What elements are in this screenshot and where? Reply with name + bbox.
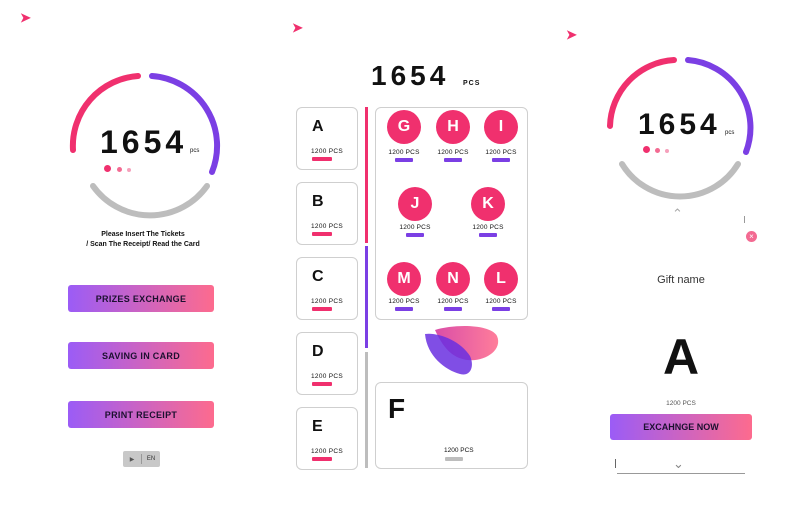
indicator-dot <box>643 146 650 153</box>
count-unit: pcs <box>725 130 735 136</box>
category-card-e[interactable]: E 1200 PCS <box>296 407 358 470</box>
scroll-up-icon[interactable]: ⌃ <box>672 206 683 221</box>
item-j[interactable]: J <box>398 187 432 221</box>
ticket-count: 1654 <box>371 60 450 91</box>
category-pcs: 1200 PCS <box>311 223 344 230</box>
item-pcs: 1200 PCS <box>444 447 474 454</box>
item-tag <box>444 158 462 162</box>
item-tag <box>492 307 510 311</box>
item-m[interactable]: M <box>387 262 421 296</box>
indicator-dot <box>117 167 122 172</box>
category-letter: D <box>312 343 324 360</box>
print-receipt-button[interactable]: PRINT RECEIPT <box>68 401 214 428</box>
scroll-indicator-purple <box>365 246 368 348</box>
gift-letter: A <box>662 329 700 385</box>
instruction-line-1: Please Insert The Tickets <box>101 231 185 238</box>
category-card-d[interactable]: D 1200 PCS <box>296 332 358 395</box>
item-pcs: 1200 PCS <box>399 224 431 231</box>
item-l[interactable]: L <box>484 262 518 296</box>
category-card-c[interactable]: C 1200 PCS <box>296 257 358 320</box>
category-letter: C <box>312 268 324 285</box>
category-tag <box>312 157 332 161</box>
divider <box>615 459 616 468</box>
prizes-exchange-button[interactable]: PRIZES EXCHANGE <box>68 285 214 312</box>
counter-ring <box>607 57 754 200</box>
scroll-indicator-pink <box>365 107 368 243</box>
count-unit: PCS <box>463 80 481 87</box>
item-pcs: 1200 PCS <box>485 298 517 305</box>
category-pcs: 1200 PCS <box>311 298 344 305</box>
category-tag <box>312 457 332 461</box>
item-card-f[interactable]: F 1200 PCS <box>375 382 528 469</box>
ticket-count: 1654 <box>100 124 188 160</box>
item-pcs: 1200 PCS <box>485 149 517 156</box>
item-pcs: 1200 PCS <box>388 149 420 156</box>
close-icon[interactable]: × <box>746 231 757 242</box>
item-pcs: 1200 PCS <box>472 224 504 231</box>
item-h[interactable]: H <box>436 110 470 144</box>
item-tag <box>492 158 510 162</box>
gift-pcs: 1200 PCS <box>666 400 696 407</box>
gift-name: Gift name <box>657 274 705 286</box>
item-i[interactable]: I <box>484 110 518 144</box>
divider <box>744 216 745 223</box>
saving-in-card-button[interactable]: SAVING IN CARD <box>68 342 214 369</box>
item-g[interactable]: G <box>387 110 421 144</box>
category-pcs: 1200 PCS <box>311 448 344 455</box>
scroll-indicator-gray <box>365 352 368 468</box>
item-tag <box>395 307 413 311</box>
item-n[interactable]: N <box>436 262 470 296</box>
counter-ring <box>69 73 221 219</box>
item-tag <box>479 233 497 237</box>
category-pcs: 1200 PCS <box>311 373 344 380</box>
item-pcs: 1200 PCS <box>437 149 469 156</box>
item-letter: F <box>388 393 406 424</box>
item-k[interactable]: K <box>471 187 505 221</box>
divider <box>617 473 745 474</box>
ticket-count: 1654 <box>638 108 721 141</box>
item-pcs: 1200 PCS <box>437 298 469 305</box>
category-tag <box>312 232 332 236</box>
arrow-icon: ➤ <box>566 27 577 42</box>
scroll-down-icon[interactable]: ⌄ <box>673 456 684 471</box>
decorative-blob <box>425 326 499 375</box>
arrow-icon: ➤ <box>292 20 303 35</box>
item-tag <box>406 233 424 237</box>
arrow-icon: ➤ <box>20 10 31 25</box>
indicator-dot <box>665 149 669 153</box>
instruction-line-2: / Scan The Receipt/ Read the Card <box>86 241 200 248</box>
exchange-now-button[interactable]: EXCAHNGE NOW <box>610 414 752 440</box>
category-card-b[interactable]: B 1200 PCS <box>296 182 358 245</box>
indicator-dot <box>127 168 131 172</box>
indicator-dot <box>655 148 660 153</box>
item-tag <box>445 457 463 461</box>
language-switch[interactable]: ▶ EN <box>123 451 160 467</box>
language-label: EN <box>146 456 156 462</box>
count-unit: pcs <box>190 148 200 154</box>
category-tag <box>312 382 332 386</box>
category-card-a[interactable]: A 1200 PCS <box>296 107 358 170</box>
items-panel <box>375 107 528 320</box>
category-tag <box>312 307 332 311</box>
item-tag <box>395 158 413 162</box>
item-tag <box>444 307 462 311</box>
category-letter: A <box>312 118 324 135</box>
play-icon: ▶ <box>129 456 135 463</box>
category-pcs: 1200 PCS <box>311 148 344 155</box>
category-letter: E <box>312 418 323 435</box>
category-letter: B <box>312 193 324 210</box>
indicator-dot <box>104 165 111 172</box>
item-pcs: 1200 PCS <box>388 298 420 305</box>
